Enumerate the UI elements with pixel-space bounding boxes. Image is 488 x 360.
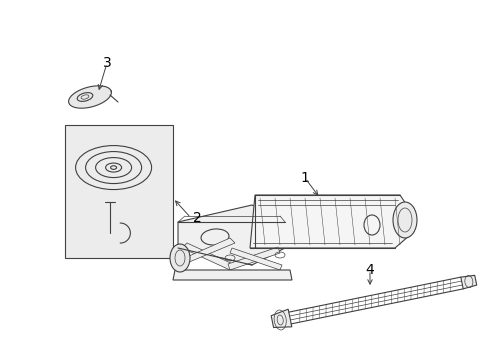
Polygon shape	[229, 248, 282, 270]
Polygon shape	[182, 243, 235, 270]
Polygon shape	[271, 309, 291, 328]
Text: 1: 1	[300, 171, 309, 185]
Polygon shape	[173, 270, 291, 280]
Polygon shape	[249, 195, 409, 248]
Text: 4: 4	[365, 263, 374, 277]
Text: 2: 2	[192, 211, 201, 225]
Polygon shape	[460, 275, 476, 289]
Polygon shape	[227, 247, 280, 270]
Text: 3: 3	[102, 56, 111, 70]
Polygon shape	[68, 86, 111, 108]
Polygon shape	[178, 205, 285, 265]
Bar	[65, 125, 173, 258]
Ellipse shape	[170, 244, 190, 272]
Ellipse shape	[392, 202, 416, 238]
Polygon shape	[180, 238, 235, 265]
